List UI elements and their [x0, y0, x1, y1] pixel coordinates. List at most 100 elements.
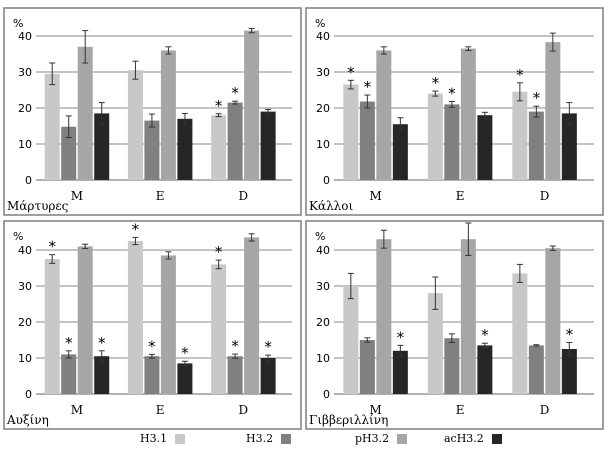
significance-star: * [566, 326, 574, 344]
x-tick-label: M [369, 189, 381, 203]
significance-star: * [98, 334, 106, 352]
y-tick-label: 30 [316, 280, 330, 293]
bar [44, 259, 60, 394]
bar [244, 237, 260, 394]
y-tick-label: 40 [316, 244, 330, 257]
bar [260, 358, 276, 394]
y-tick-label: 10 [316, 138, 330, 151]
bar [61, 354, 77, 394]
bar [77, 46, 93, 180]
bar [444, 338, 460, 394]
chart-panel-4: 0 10 20 30 40% * M * E * D Γιββεριλλίνη [305, 220, 604, 430]
significance-star: * [215, 97, 223, 115]
bar [376, 239, 392, 394]
bar [144, 356, 160, 394]
legend-label: H3.2 [246, 432, 274, 445]
legend-item-ach32: acH3.2 [444, 432, 502, 445]
legend-label: pH3.2 [355, 432, 390, 445]
y-tick-label: 30 [18, 280, 32, 293]
bar [61, 126, 77, 180]
significance-star: * [181, 344, 189, 362]
bar [392, 350, 408, 394]
y-tick-label: 10 [18, 138, 32, 151]
legend-label: acH3.2 [444, 432, 484, 445]
significance-star: * [397, 328, 405, 346]
bar [561, 113, 577, 180]
y-tick-label: 40 [18, 30, 32, 43]
y-axis-label: % [315, 17, 325, 30]
y-tick-label: 40 [316, 30, 330, 43]
bar [545, 248, 561, 394]
x-tick-label: D [239, 189, 249, 203]
legend-item-h32: H3.2 [246, 432, 292, 445]
bar [177, 118, 193, 180]
significance-star: * [48, 238, 56, 256]
x-tick-label: M [71, 403, 83, 417]
y-tick-label: 20 [316, 316, 330, 329]
panel-title: Αυξίνη [6, 413, 49, 427]
bar [528, 345, 544, 394]
bar [460, 239, 476, 394]
y-tick-label: 0 [25, 174, 32, 187]
bar [444, 104, 460, 180]
significance-star: * [132, 220, 140, 238]
bar [561, 349, 577, 394]
y-axis-label: % [315, 230, 325, 243]
y-axis-label: % [13, 230, 23, 243]
legend-item-h31: H3.1 [140, 432, 186, 445]
bar [427, 93, 443, 180]
y-axis-label: % [13, 17, 23, 30]
bar [260, 111, 276, 180]
chart-panel-3: 0 10 20 30 40% * * * M * * * E * * * D Αυξίνη [3, 220, 302, 430]
legend-swatch [175, 433, 186, 444]
x-tick-label: M [71, 189, 83, 203]
significance-star: * [533, 89, 541, 107]
panel-title: Γιββεριλλίνη [309, 413, 388, 427]
bar [160, 255, 176, 394]
bar [44, 73, 60, 180]
significance-star: * [231, 84, 239, 102]
bar [359, 101, 375, 180]
x-tick-label: D [540, 403, 550, 417]
bar [244, 30, 260, 180]
bar [512, 273, 528, 394]
bar [94, 356, 110, 394]
bar [427, 293, 443, 394]
legend-item-ph32: pH3.2 [355, 432, 408, 445]
y-tick-label: 30 [316, 66, 330, 79]
y-tick-label: 30 [18, 66, 32, 79]
y-tick-label: 10 [18, 352, 32, 365]
y-tick-label: 20 [18, 102, 32, 115]
bar [211, 264, 227, 394]
significance-star: * [231, 337, 239, 355]
significance-star: * [148, 337, 156, 355]
legend: H3.1 H3.2 pH3.2 acH3.2 [0, 432, 609, 452]
bar [77, 246, 93, 394]
y-tick-label: 10 [316, 352, 330, 365]
y-tick-label: 0 [25, 388, 32, 401]
chart-panel-1: 0 10 20 30 40% M E * * D Μάρτυρες [3, 7, 302, 216]
chart-panel-2: 0 10 20 30 40% * * M * * E * * D Κάλλοι [305, 7, 604, 216]
bar [144, 120, 160, 180]
bar [227, 356, 243, 394]
panel-title: Μάρτυρες [7, 199, 69, 213]
significance-star: * [481, 326, 489, 344]
bar [477, 115, 493, 180]
bar [359, 340, 375, 394]
bar [343, 286, 359, 394]
bar [477, 345, 493, 394]
bar [528, 111, 544, 180]
bar [177, 363, 193, 394]
significance-star: * [364, 78, 372, 96]
legend-swatch [491, 433, 502, 444]
significance-star: * [432, 74, 440, 92]
bar [460, 48, 476, 180]
y-tick-label: 40 [18, 244, 32, 257]
y-tick-label: 20 [18, 316, 32, 329]
panel-title: Κάλλοι [309, 199, 354, 213]
significance-star: * [347, 63, 355, 81]
y-tick-label: 0 [323, 388, 330, 401]
x-tick-label: E [156, 403, 165, 417]
significance-star: * [264, 338, 272, 356]
